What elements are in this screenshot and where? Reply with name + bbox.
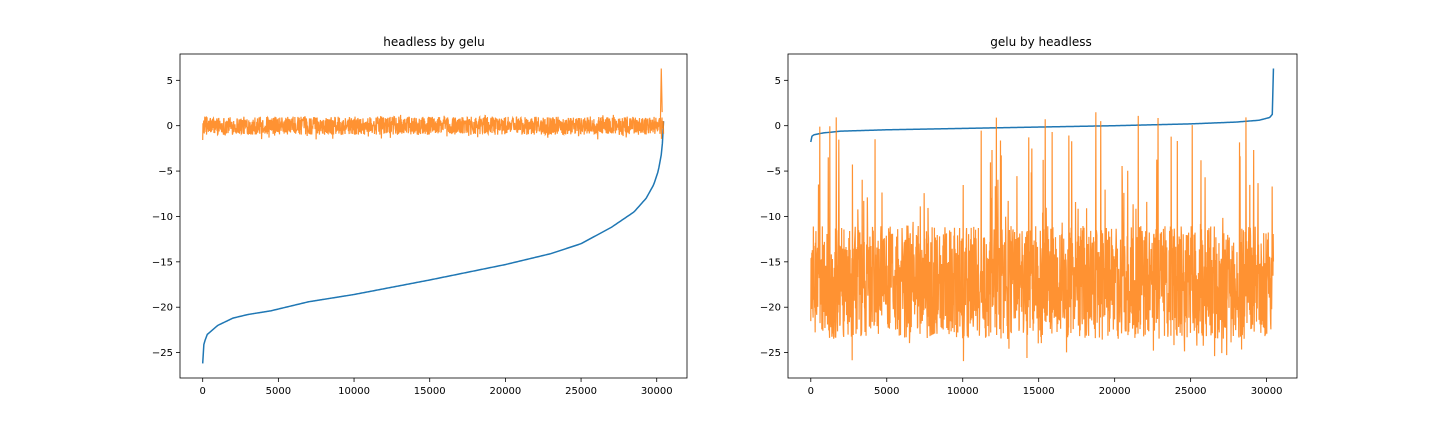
right-x-tick-label: 10000: [947, 386, 979, 397]
right-x-tick-label: 30000: [1251, 386, 1283, 397]
right-y-tick-label: 5: [775, 76, 781, 87]
right-y-tick-label: −20: [760, 303, 781, 314]
left-y-tick-label: 0: [167, 121, 173, 132]
right-x-tick-label: 5000: [874, 386, 899, 397]
right-y-tick-label: −25: [760, 348, 781, 359]
left-y-tick-label: −15: [152, 257, 173, 268]
left-x-tick-label: 20000: [489, 386, 521, 397]
right-plot-area: [810, 68, 1275, 362]
right-x-tick-label: 15000: [1023, 386, 1055, 397]
left-y-tick-label: 5: [167, 76, 173, 87]
left-y-tick-label: −10: [152, 212, 173, 223]
right-x-tick-label: 25000: [1175, 386, 1207, 397]
right-y-tick-label: −10: [760, 212, 781, 223]
right-series-blue-line: [810, 68, 1275, 143]
right-x-tick-label: 20000: [1099, 386, 1131, 397]
left-series-orange-line: [202, 68, 665, 140]
left-plot-area: [201, 68, 665, 364]
left-y-tick-label: −25: [152, 348, 173, 359]
right-axes-frame: [787, 53, 1298, 379]
left-y-tick-label: −20: [152, 303, 173, 314]
left-chart-panel: headless by gelu 0 5000 10000 15000 20000 250…: [152, 35, 688, 397]
right-y-tick-label: −15: [760, 257, 781, 268]
right-y-tick-label: −5: [766, 167, 781, 178]
left-x-tick-label: 25000: [565, 386, 597, 397]
right-series-orange-line: [810, 112, 1275, 362]
left-x-tick-label: 5000: [266, 386, 291, 397]
right-chart-panel: gelu by headless 0 5000 10000 15000 20000 250…: [760, 35, 1298, 397]
right-y-tick-label: 0: [775, 121, 781, 132]
right-chart-title: gelu by headless: [990, 35, 1091, 49]
left-x-tick-label: 15000: [414, 386, 446, 397]
left-series-blue-line: [201, 121, 665, 364]
left-chart-title: headless by gelu: [383, 35, 484, 49]
left-y-tick-label: −5: [158, 167, 173, 178]
left-axes-frame: [179, 53, 688, 379]
left-x-tick-label: 0: [200, 386, 206, 397]
left-x-tick-label: 10000: [338, 386, 370, 397]
left-x-tick-label: 30000: [641, 386, 673, 397]
right-x-tick-label: 0: [808, 386, 814, 397]
